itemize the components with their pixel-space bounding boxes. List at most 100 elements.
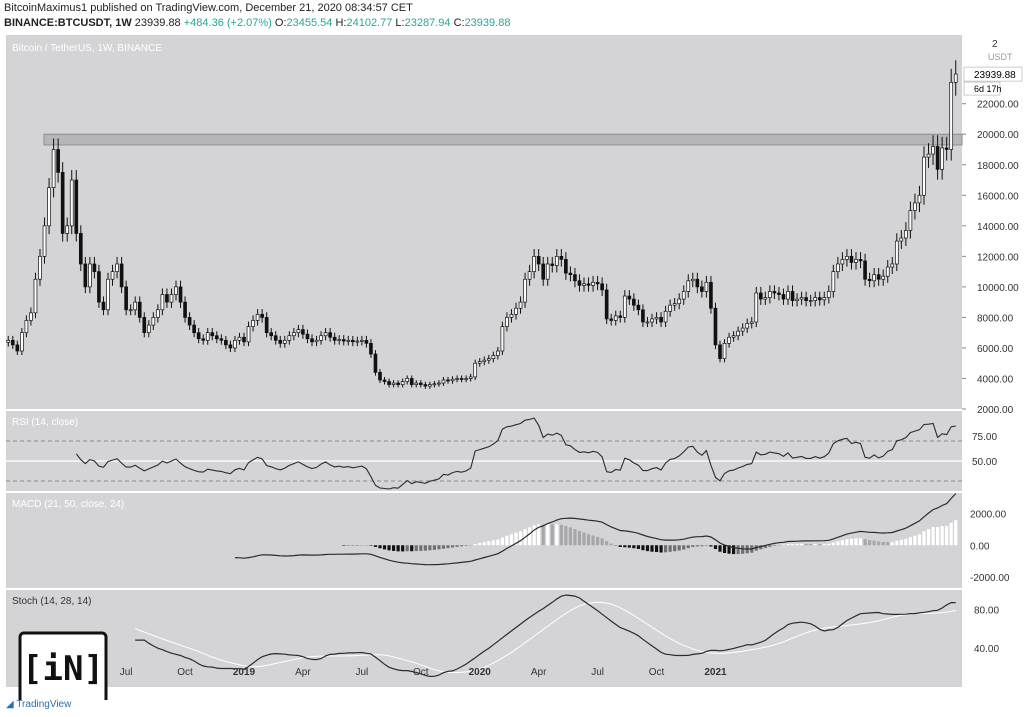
macd-histogram-bar [609,543,613,546]
macd-histogram-bar [763,545,767,549]
candle [409,378,414,385]
macd-histogram-bar [478,542,482,546]
candle [749,321,754,324]
candle [165,294,169,303]
time-axis-label: 2021 [704,667,727,678]
candle [781,294,786,300]
candle [473,362,478,378]
price-axis-label: 12000.00 [977,252,1019,263]
candle [654,317,659,320]
rsi-line [75,417,956,490]
candle [332,336,337,341]
macd-histogram-bar [600,538,604,546]
candle [876,274,881,280]
macd-histogram-bar [360,545,364,546]
candle [709,281,713,309]
macd-histogram-bar [836,541,840,546]
countdown-marker [963,81,1001,96]
candle [772,291,777,294]
macd-histogram-bar [645,545,650,552]
candle [745,323,750,329]
macd-histogram-bar [550,524,554,546]
macd-histogram-bar [922,531,926,546]
candle [609,318,614,321]
candle [278,339,283,344]
macd-axis-label: -2000.00 [970,573,1010,584]
candle [428,384,432,387]
candle [432,383,437,386]
stoch-title: Stoch (14, 28, 14) [12,596,92,607]
candle [768,291,772,298]
candle [47,187,51,227]
candle [196,332,201,340]
open-value: 23455.54 [286,17,333,29]
macd-histogram-bar [718,545,722,552]
candle [885,266,890,277]
macd-histogram-bar [682,545,686,550]
price-axis-label: 4000.00 [977,374,1014,385]
candle [269,332,274,337]
stoch-k-line [135,594,956,678]
candle [110,271,115,280]
macd-histogram-bar [795,543,799,546]
macd-histogram-bar [668,545,672,552]
candle [446,379,450,382]
candle [192,324,196,334]
watermark-text: [iN] [22,649,104,689]
time-axis-label: Jul [355,667,368,678]
macd-histogram-bar [351,545,355,546]
candle [319,335,323,341]
candle [33,278,38,314]
candle [573,274,577,282]
candle [532,255,536,272]
symbol-line: BINANCE:BTCUSDT, 1W 23939.88 +484.36 (+2… [4,17,510,29]
candle [953,73,958,83]
candle [754,292,759,323]
candle [700,286,704,292]
candle [219,338,224,341]
macd-histogram-bar [419,545,423,551]
candle [373,353,378,373]
candle [382,379,387,382]
candle [808,300,813,302]
candle [264,317,269,334]
candle [586,283,591,286]
candle [668,304,672,312]
candle [15,344,20,352]
candle [632,298,636,306]
candle [622,295,627,318]
macd-histogram-bar [528,527,532,546]
tradingview-logo[interactable]: ◢ TradingView [6,699,71,710]
candle [69,179,74,227]
candle [464,378,468,380]
macd-histogram-bar [863,539,867,546]
candle [251,320,255,327]
candle [931,146,935,155]
macd-histogram-bar [904,538,908,546]
macd-histogram-bar [568,527,572,546]
macd-histogram-bar [800,543,804,546]
candle [858,259,863,262]
main-chart-title: Bitcoin / TetherUS, 1W, BINANCE [12,43,162,54]
candle [106,278,110,311]
macd-histogram-bar [460,545,464,547]
candle [387,381,391,385]
candle [505,317,509,327]
candle [836,263,840,272]
candle [500,326,505,352]
macd-histogram-bar [555,524,559,546]
macd-histogram-bar [505,535,509,546]
macd-histogram-bar [804,543,808,546]
candle [468,376,473,379]
candle [627,295,632,300]
candle [677,298,682,305]
macd-histogram-bar [659,545,663,553]
candle [310,338,314,343]
candle [65,225,70,234]
candle [922,156,926,196]
macd-histogram-bar [509,534,514,546]
candle [727,336,731,344]
chart-area[interactable]: Bitcoin / TetherUS, 1W, BINANCE 2000.00 40… [0,35,1024,700]
macd-histogram-bar [899,539,903,546]
candle [364,339,369,344]
